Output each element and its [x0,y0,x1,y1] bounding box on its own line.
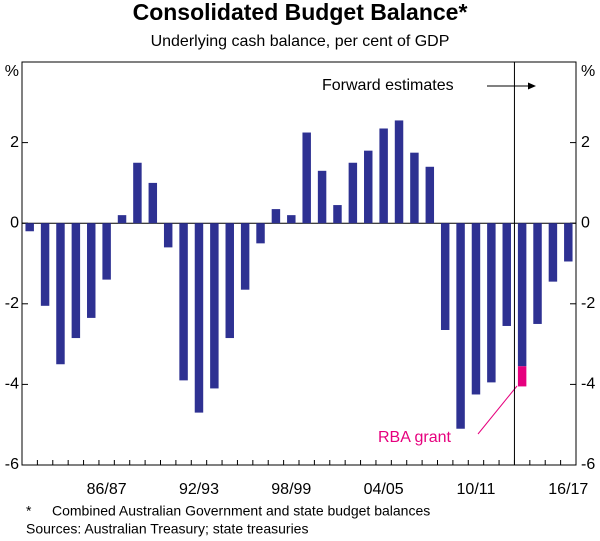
chart-subtitle: Underlying cash balance, per cent of GDP [151,33,450,50]
forward-estimates-label: Forward estimates [322,77,454,94]
chart-title: Consolidated Budget Balance* [133,0,468,25]
bar [102,223,111,280]
footnote: Combined Australian Government and state… [52,503,430,519]
y-tick-label: -2 [5,295,19,312]
bar [71,223,81,339]
bar [302,132,311,224]
bar [379,128,388,224]
bar [133,162,142,224]
bar [25,223,34,232]
y2-tick-label: -4 [581,376,595,393]
x-tick-label: 86/87 [87,481,127,498]
bar [517,223,527,367]
bar [333,205,342,224]
bar [56,223,65,365]
footnote-marker: * [26,503,32,519]
y2-tick-label: -6 [581,456,595,473]
bar [117,215,127,224]
x-tick-label: 98/99 [271,481,311,498]
y-tick-label: % [5,63,19,80]
bar [194,223,204,413]
rba-grant-label: RBA grant [378,429,451,446]
bar [502,223,511,326]
x-tick-label: 10/11 [457,481,496,498]
bar [394,120,404,224]
y-tick-label: -4 [5,376,19,393]
y2-tick-label: 0 [581,214,590,231]
x-tick-label: 16/17 [548,481,588,498]
bar [456,223,465,429]
x-tick-label: 04/05 [364,481,404,498]
y-tick-label: 2 [10,134,19,151]
bar [410,152,419,224]
y-tick-label: 0 [10,214,19,231]
y2-tick-label: % [581,63,595,80]
bar [471,223,481,395]
bar [440,223,450,330]
rba-grant-pointer [477,385,518,435]
bar [271,209,281,224]
y-tick-label: -6 [5,456,19,473]
bar [225,223,234,339]
bar [487,223,496,383]
bar [564,223,573,262]
bar [210,223,219,389]
bar [425,166,435,224]
bar [287,215,296,224]
bar [148,182,158,224]
bar [256,223,265,244]
bar [179,223,188,381]
y2-tick-label: -2 [581,295,595,312]
bar [240,223,250,290]
bar [348,162,358,224]
source: Sources: Australian Treasury; state trea… [26,521,308,537]
arrow-head [528,82,536,90]
x-tick-label: 92/93 [179,481,219,498]
rba-grant-bar [517,366,527,387]
bar [40,223,50,306]
y2-tick-label: 2 [581,134,590,151]
bar [364,150,373,224]
bar [87,223,96,318]
bar [163,223,173,248]
bar [317,170,327,224]
bar [533,223,542,324]
bar [548,223,558,282]
